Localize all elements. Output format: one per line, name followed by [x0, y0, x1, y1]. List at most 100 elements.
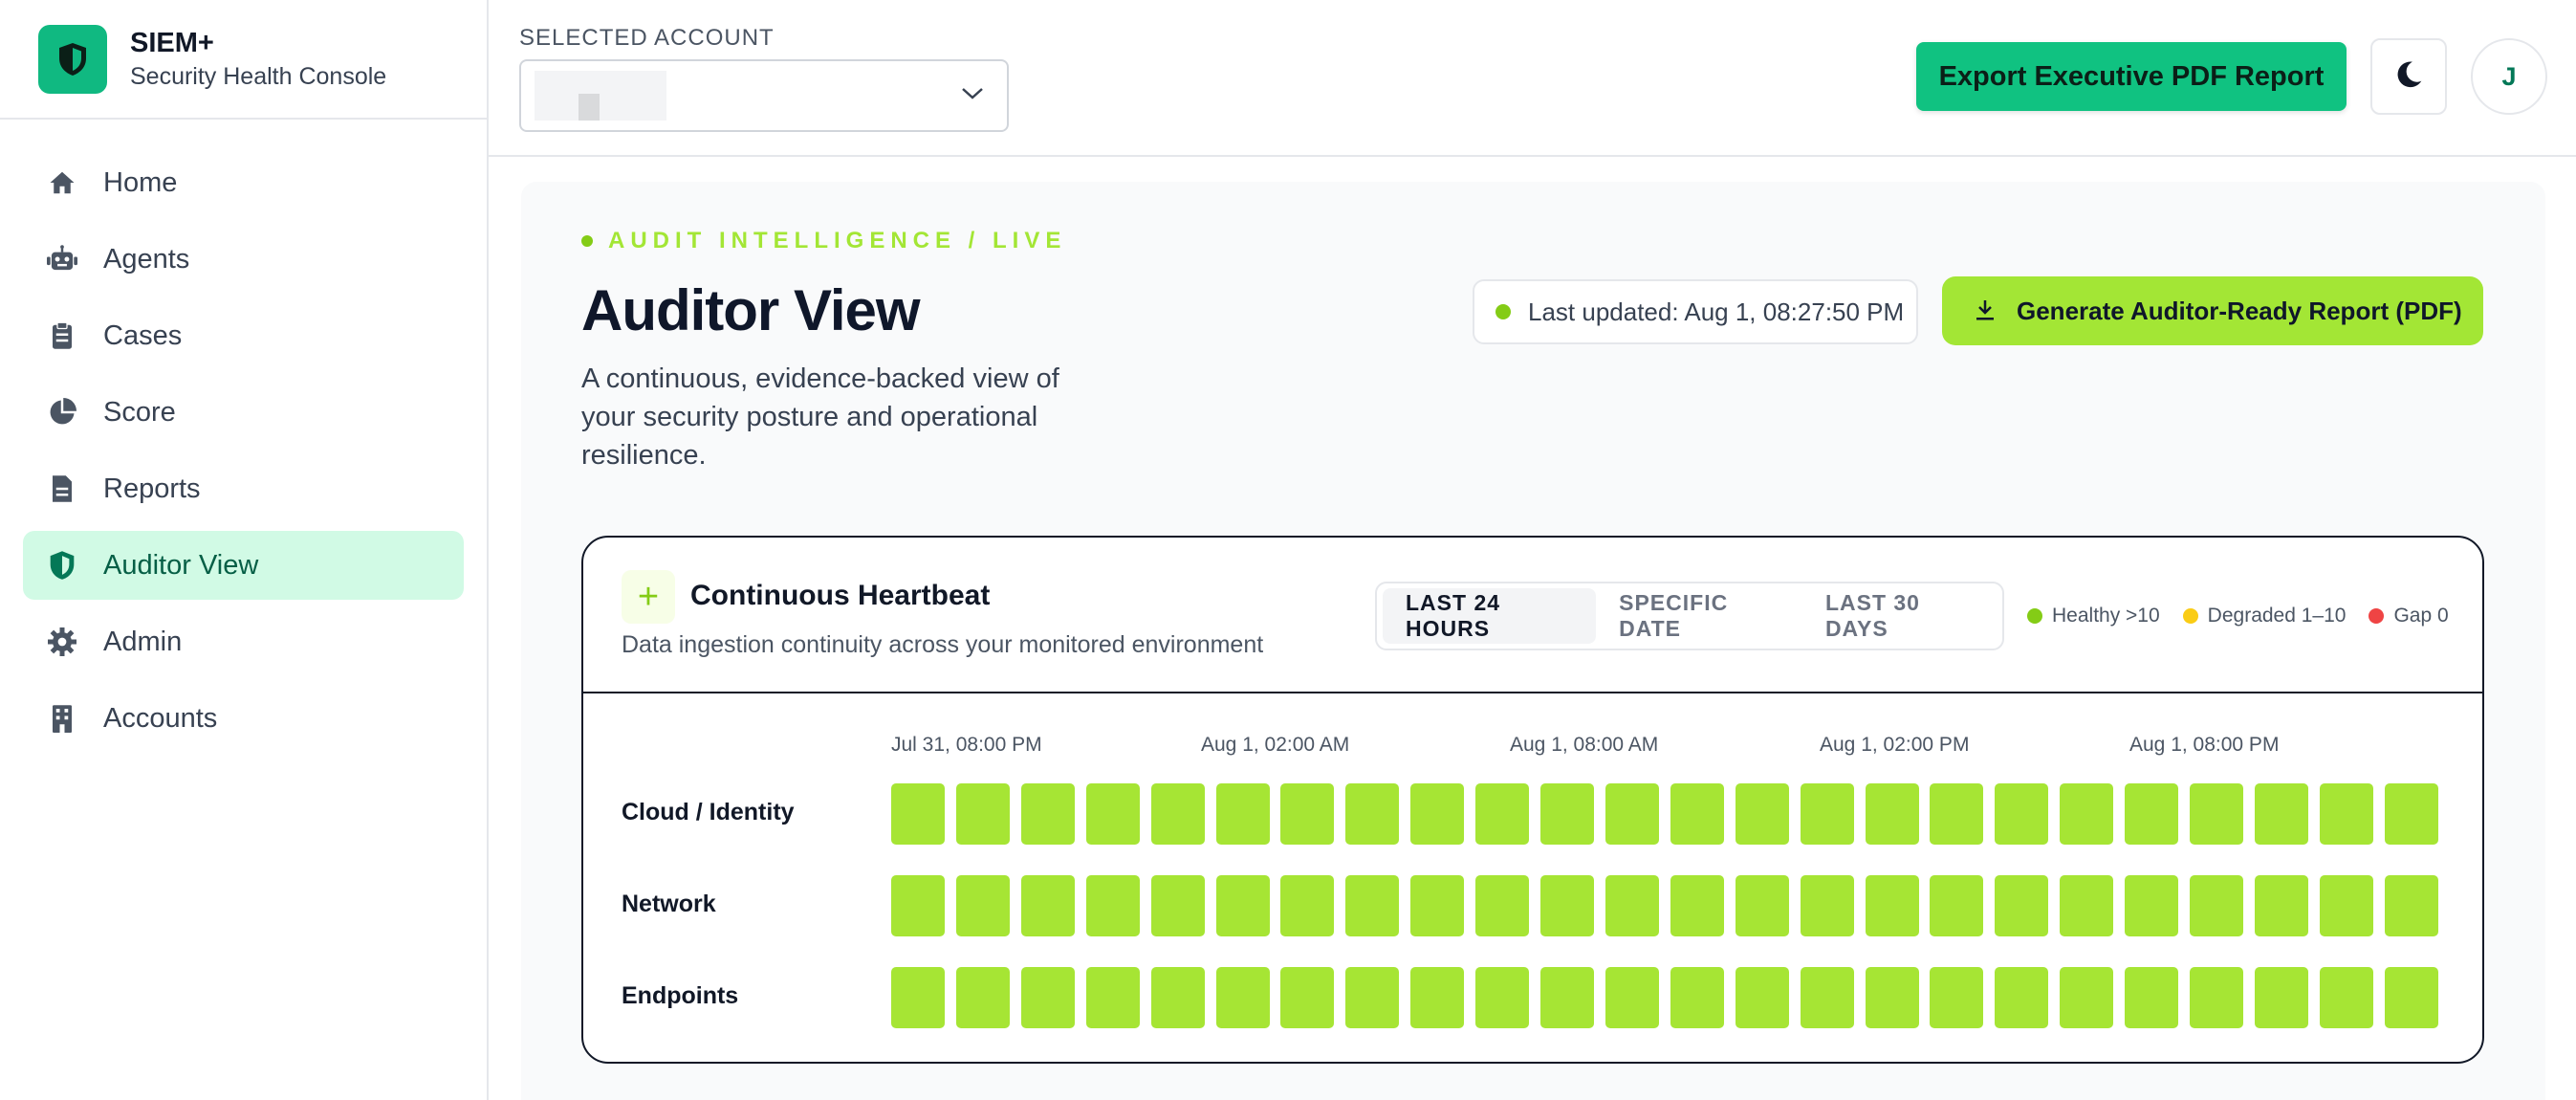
heartbeat-cell[interactable] [1605, 967, 1659, 1028]
heartbeat-cell[interactable] [2125, 875, 2179, 936]
heartbeat-cell[interactable] [2125, 783, 2179, 845]
heartbeat-cell[interactable] [2060, 875, 2114, 936]
heartbeat-cell[interactable] [891, 967, 945, 1028]
legend-label: Healthy >10 [2052, 605, 2160, 627]
heartbeat-cell[interactable] [2190, 875, 2243, 936]
heartbeat-cell[interactable] [1995, 967, 2049, 1028]
sidebar-item-accounts[interactable]: Accounts [23, 684, 464, 753]
export-executive-pdf-button[interactable]: Export Executive PDF Report [1916, 42, 2347, 111]
heartbeat-cell[interactable] [1020, 875, 1075, 936]
tab-specific-date[interactable]: SPECIFIC DATE [1619, 590, 1729, 641]
heartbeat-cell[interactable] [1800, 875, 1854, 936]
heartbeat-cell[interactable] [891, 783, 945, 845]
home-icon [46, 166, 78, 199]
heartbeat-cell[interactable] [1475, 783, 1530, 845]
heartbeat-cell[interactable] [1995, 875, 2049, 936]
theme-toggle-button[interactable] [2370, 38, 2447, 115]
heartbeat-cell[interactable] [1280, 783, 1335, 845]
heartbeat-cell[interactable] [2060, 967, 2114, 1028]
heartbeat-cell[interactable] [2319, 783, 2373, 845]
avatar[interactable]: J [2471, 38, 2547, 115]
sidebar-item-auditor-view[interactable]: Auditor View [23, 531, 464, 600]
heartbeat-cell[interactable] [1670, 875, 1724, 936]
heartbeat-cell[interactable] [2384, 783, 2438, 845]
heartbeat-cell[interactable] [2319, 875, 2373, 936]
heartbeat-cell[interactable] [1150, 783, 1205, 845]
heartbeat-cell[interactable] [2125, 967, 2179, 1028]
heartbeat-cell[interactable] [2384, 875, 2438, 936]
row-label-endpoints: Endpoints [622, 982, 739, 1009]
heartbeat-cell[interactable] [1280, 875, 1335, 936]
legend-label: Gap 0 [2393, 605, 2449, 627]
heartbeat-cell[interactable] [2254, 875, 2308, 936]
tab-last-24-hours[interactable]: LAST 24 HOURS [1383, 588, 1597, 644]
heartbeat-cell[interactable] [1085, 875, 1140, 936]
heartbeat-cell[interactable] [1540, 967, 1594, 1028]
account-value-redacted-mark [579, 94, 600, 121]
brand-subtitle: Security Health Console [130, 62, 387, 90]
heartbeat-cell[interactable] [1735, 783, 1789, 845]
heartbeat-cell[interactable] [1085, 967, 1140, 1028]
sidebar-item-score[interactable]: Score [23, 378, 464, 447]
sidebar-item-home[interactable]: Home [23, 148, 464, 217]
heartbeat-cell[interactable] [1020, 783, 1075, 845]
heartbeat-cell[interactable] [1930, 783, 1984, 845]
shield-logo-icon [38, 24, 107, 94]
heartbeat-cell[interactable] [1540, 783, 1594, 845]
sidebar-item-cases[interactable]: Cases [23, 301, 464, 370]
heartbeat-cell[interactable] [1930, 967, 1984, 1028]
heartbeat-cell[interactable] [1345, 875, 1400, 936]
sidebar-item-agents[interactable]: Agents [23, 225, 464, 294]
heartbeat-cell[interactable] [1995, 783, 2049, 845]
heartbeat-cell[interactable] [1605, 875, 1659, 936]
heartbeat-cell[interactable] [1670, 967, 1724, 1028]
heartbeat-cell[interactable] [955, 967, 1010, 1028]
heartbeat-cell[interactable] [1865, 875, 1919, 936]
heartbeat-cell[interactable] [1605, 783, 1659, 845]
heartbeat-cell[interactable] [1865, 967, 1919, 1028]
heartbeat-cell[interactable] [1410, 875, 1465, 936]
heartbeat-cell[interactable] [1540, 875, 1594, 936]
heartbeat-cell[interactable] [1215, 875, 1270, 936]
sidebar-item-label: Admin [103, 626, 183, 657]
heartbeat-cell[interactable] [1410, 783, 1465, 845]
heartbeat-cell[interactable] [1735, 875, 1789, 936]
heartbeat-cell[interactable] [1280, 967, 1335, 1028]
heartbeat-cell[interactable] [1865, 783, 1919, 845]
heartbeat-cell[interactable] [2254, 783, 2308, 845]
heartbeat-cell[interactable] [1670, 783, 1724, 845]
heartbeat-cell[interactable] [1150, 967, 1205, 1028]
heartbeat-cell[interactable] [2190, 783, 2243, 845]
heartbeat-cell[interactable] [1215, 783, 1270, 845]
heartbeat-cell[interactable] [2190, 967, 2243, 1028]
plus-icon: + [622, 570, 675, 624]
eyebrow: AUDIT INTELLIGENCE / LIVE [581, 228, 1066, 254]
heartbeat-cell[interactable] [1345, 783, 1400, 845]
generate-auditor-report-button[interactable]: Generate Auditor-Ready Report (PDF) [1942, 276, 2483, 345]
account-select[interactable] [519, 59, 1009, 132]
heartbeat-cell[interactable] [1150, 875, 1205, 936]
heartbeat-cell[interactable] [2384, 967, 2438, 1028]
heartbeat-cell[interactable] [2060, 783, 2114, 845]
sidebar-item-reports[interactable]: Reports [23, 454, 464, 523]
status-dot-icon [1495, 304, 1511, 319]
sidebar-item-admin[interactable]: Admin [23, 607, 464, 676]
heartbeat-cell[interactable] [1800, 783, 1854, 845]
heartbeat-cell[interactable] [2319, 967, 2373, 1028]
heartbeat-cell[interactable] [1475, 967, 1530, 1028]
heartbeat-cell[interactable] [1735, 967, 1789, 1028]
heartbeat-cell[interactable] [955, 875, 1010, 936]
heartbeat-cell[interactable] [1410, 967, 1465, 1028]
heartbeat-cell[interactable] [1930, 875, 1984, 936]
heartbeat-cell[interactable] [1800, 967, 1854, 1028]
last-updated-badge: Last updated: Aug 1, 08:27:50 PM [1473, 279, 1918, 344]
heartbeat-cell[interactable] [1475, 875, 1530, 936]
tab-last-30-days[interactable]: LAST 30 DAYS [1824, 590, 1920, 641]
heartbeat-cell[interactable] [891, 875, 945, 936]
heartbeat-cell[interactable] [1215, 967, 1270, 1028]
heartbeat-cell[interactable] [1020, 967, 1075, 1028]
heartbeat-cell[interactable] [2254, 967, 2308, 1028]
heartbeat-cell[interactable] [1085, 783, 1140, 845]
heartbeat-cell[interactable] [955, 783, 1010, 845]
heartbeat-cell[interactable] [1345, 967, 1400, 1028]
